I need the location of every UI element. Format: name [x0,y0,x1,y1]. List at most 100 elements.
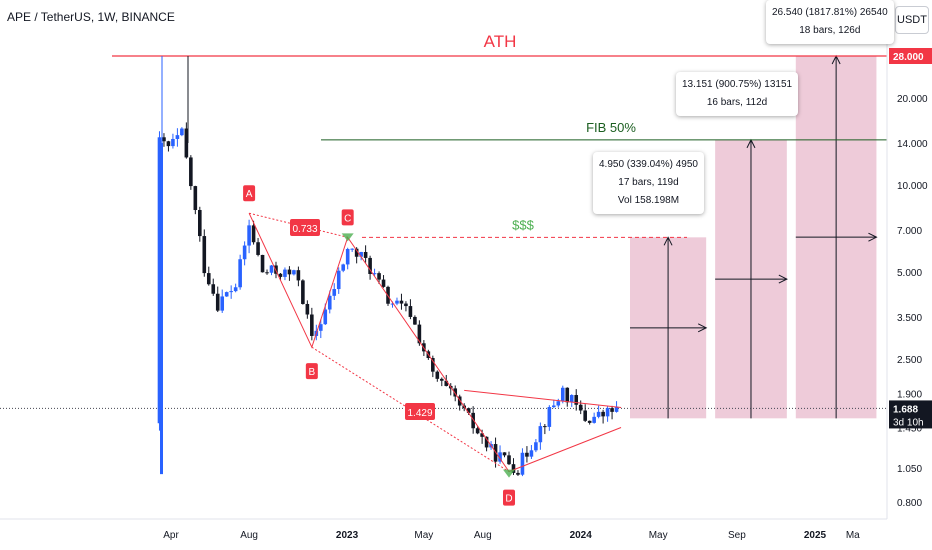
target-label: $$$ [512,217,534,232]
candle-body [565,387,570,403]
time-tick-label: Aug [240,530,258,541]
candle-body [471,412,475,429]
candle-body [323,309,328,325]
wedge-upper [464,389,622,409]
candle-body [417,324,422,344]
candle-body [605,408,610,417]
price-tick-label: 7.000 [897,226,922,237]
ratio-abc-label-badge [290,219,320,236]
candle-body [413,316,417,325]
candle-body [583,410,587,421]
candle-body [525,452,529,457]
ac-dotted [248,212,348,238]
candle-body [238,259,242,288]
candle-body [242,245,247,260]
candle-body [569,395,574,403]
candle-body [507,455,511,465]
candle-body [211,284,216,294]
candle-body [592,416,596,423]
candle-body [435,371,440,379]
candle-body [587,420,592,423]
measure-tooltip-3: 26.540 (1817.81%) 26540 18 bars, 126d [766,0,894,44]
candle-body [363,251,368,258]
fib-label: FIB 50% [586,120,636,135]
candle-body [511,464,516,473]
price-tick-label: 20.000 [897,94,928,105]
time-tick-label: Sep [728,530,746,541]
candle-body [292,270,296,275]
candle-body [175,135,180,139]
candle-body [601,411,605,417]
candle-body [574,395,579,405]
candle-body [189,157,193,187]
candle-body [368,257,372,274]
point-B-badge [305,363,318,380]
candle-body [614,406,619,412]
price-tick-label: 3.500 [897,313,922,324]
candle-body [538,426,543,443]
candle-body [180,128,184,136]
price-tick-label: 14.000 [897,139,928,150]
candle-body [341,264,346,271]
candle-body [301,280,305,304]
projection-arrow-right-2 [778,274,788,284]
candle-body [296,270,301,281]
candle-body [193,186,198,211]
candle-body [534,442,538,451]
point-C-badge [341,209,354,226]
candle-body [547,407,552,427]
candle-body [220,296,225,311]
price-tick-label: 0.800 [897,498,922,509]
time-tick-label: 2025 [804,530,827,541]
candle-body [260,254,265,273]
candle-body [198,210,202,237]
candle-body [166,141,171,147]
candle-body [516,472,520,475]
candles [157,56,619,477]
candle-body [377,273,381,280]
measure-tooltip-2: 13.151 (900.75%) 13151 16 bars, 112d [676,72,799,116]
candle-body [283,269,287,277]
wedge-lower [508,427,622,473]
candle-body [552,405,556,408]
ratio-bcd-label-badge [405,403,435,420]
candle-body [395,300,399,304]
listing-candle [160,142,163,475]
candle-body [431,358,435,372]
price-tick-label: 10.000 [897,181,928,192]
ratio-abc-label: 0.733 [292,224,317,235]
candle-body [359,251,363,257]
price-tick-label: 5.000 [897,268,922,279]
candle-body [381,279,386,287]
projection-boxes [629,54,878,419]
candle-body [350,248,354,250]
measure-1-change: 4.950 (339.04%) 4950 [599,159,698,170]
time-tick-label: 2023 [336,530,359,541]
price-tick-label: 2.500 [897,355,922,366]
candle-body [475,428,480,434]
candle-body [215,293,220,311]
candle-body [345,249,350,265]
candle-body [171,138,175,147]
candle-body [556,401,561,406]
candle-body [578,404,583,411]
measure-1-bars: 17 bars, 119d [618,177,679,188]
candle-body [444,380,449,386]
candle-body [520,452,525,475]
price-tick-label: 1.900 [897,390,922,401]
measure-1-volume: Vol 158.198M [617,195,680,206]
symbol-title: APE / TetherUS, 1W, BINANCE [7,10,175,24]
candle-body [310,314,314,336]
candle-body [529,450,534,457]
candle-body [305,303,310,315]
candle-body [372,273,377,275]
candle-body [502,452,507,456]
candle-body [498,452,502,462]
candle-body [610,408,614,412]
candle-body [287,269,292,275]
last-price-tag-text-1: 3d 10h [893,417,924,428]
candle-body [354,248,359,257]
currency-button[interactable]: USDT [895,6,929,34]
candle-body [390,303,395,305]
